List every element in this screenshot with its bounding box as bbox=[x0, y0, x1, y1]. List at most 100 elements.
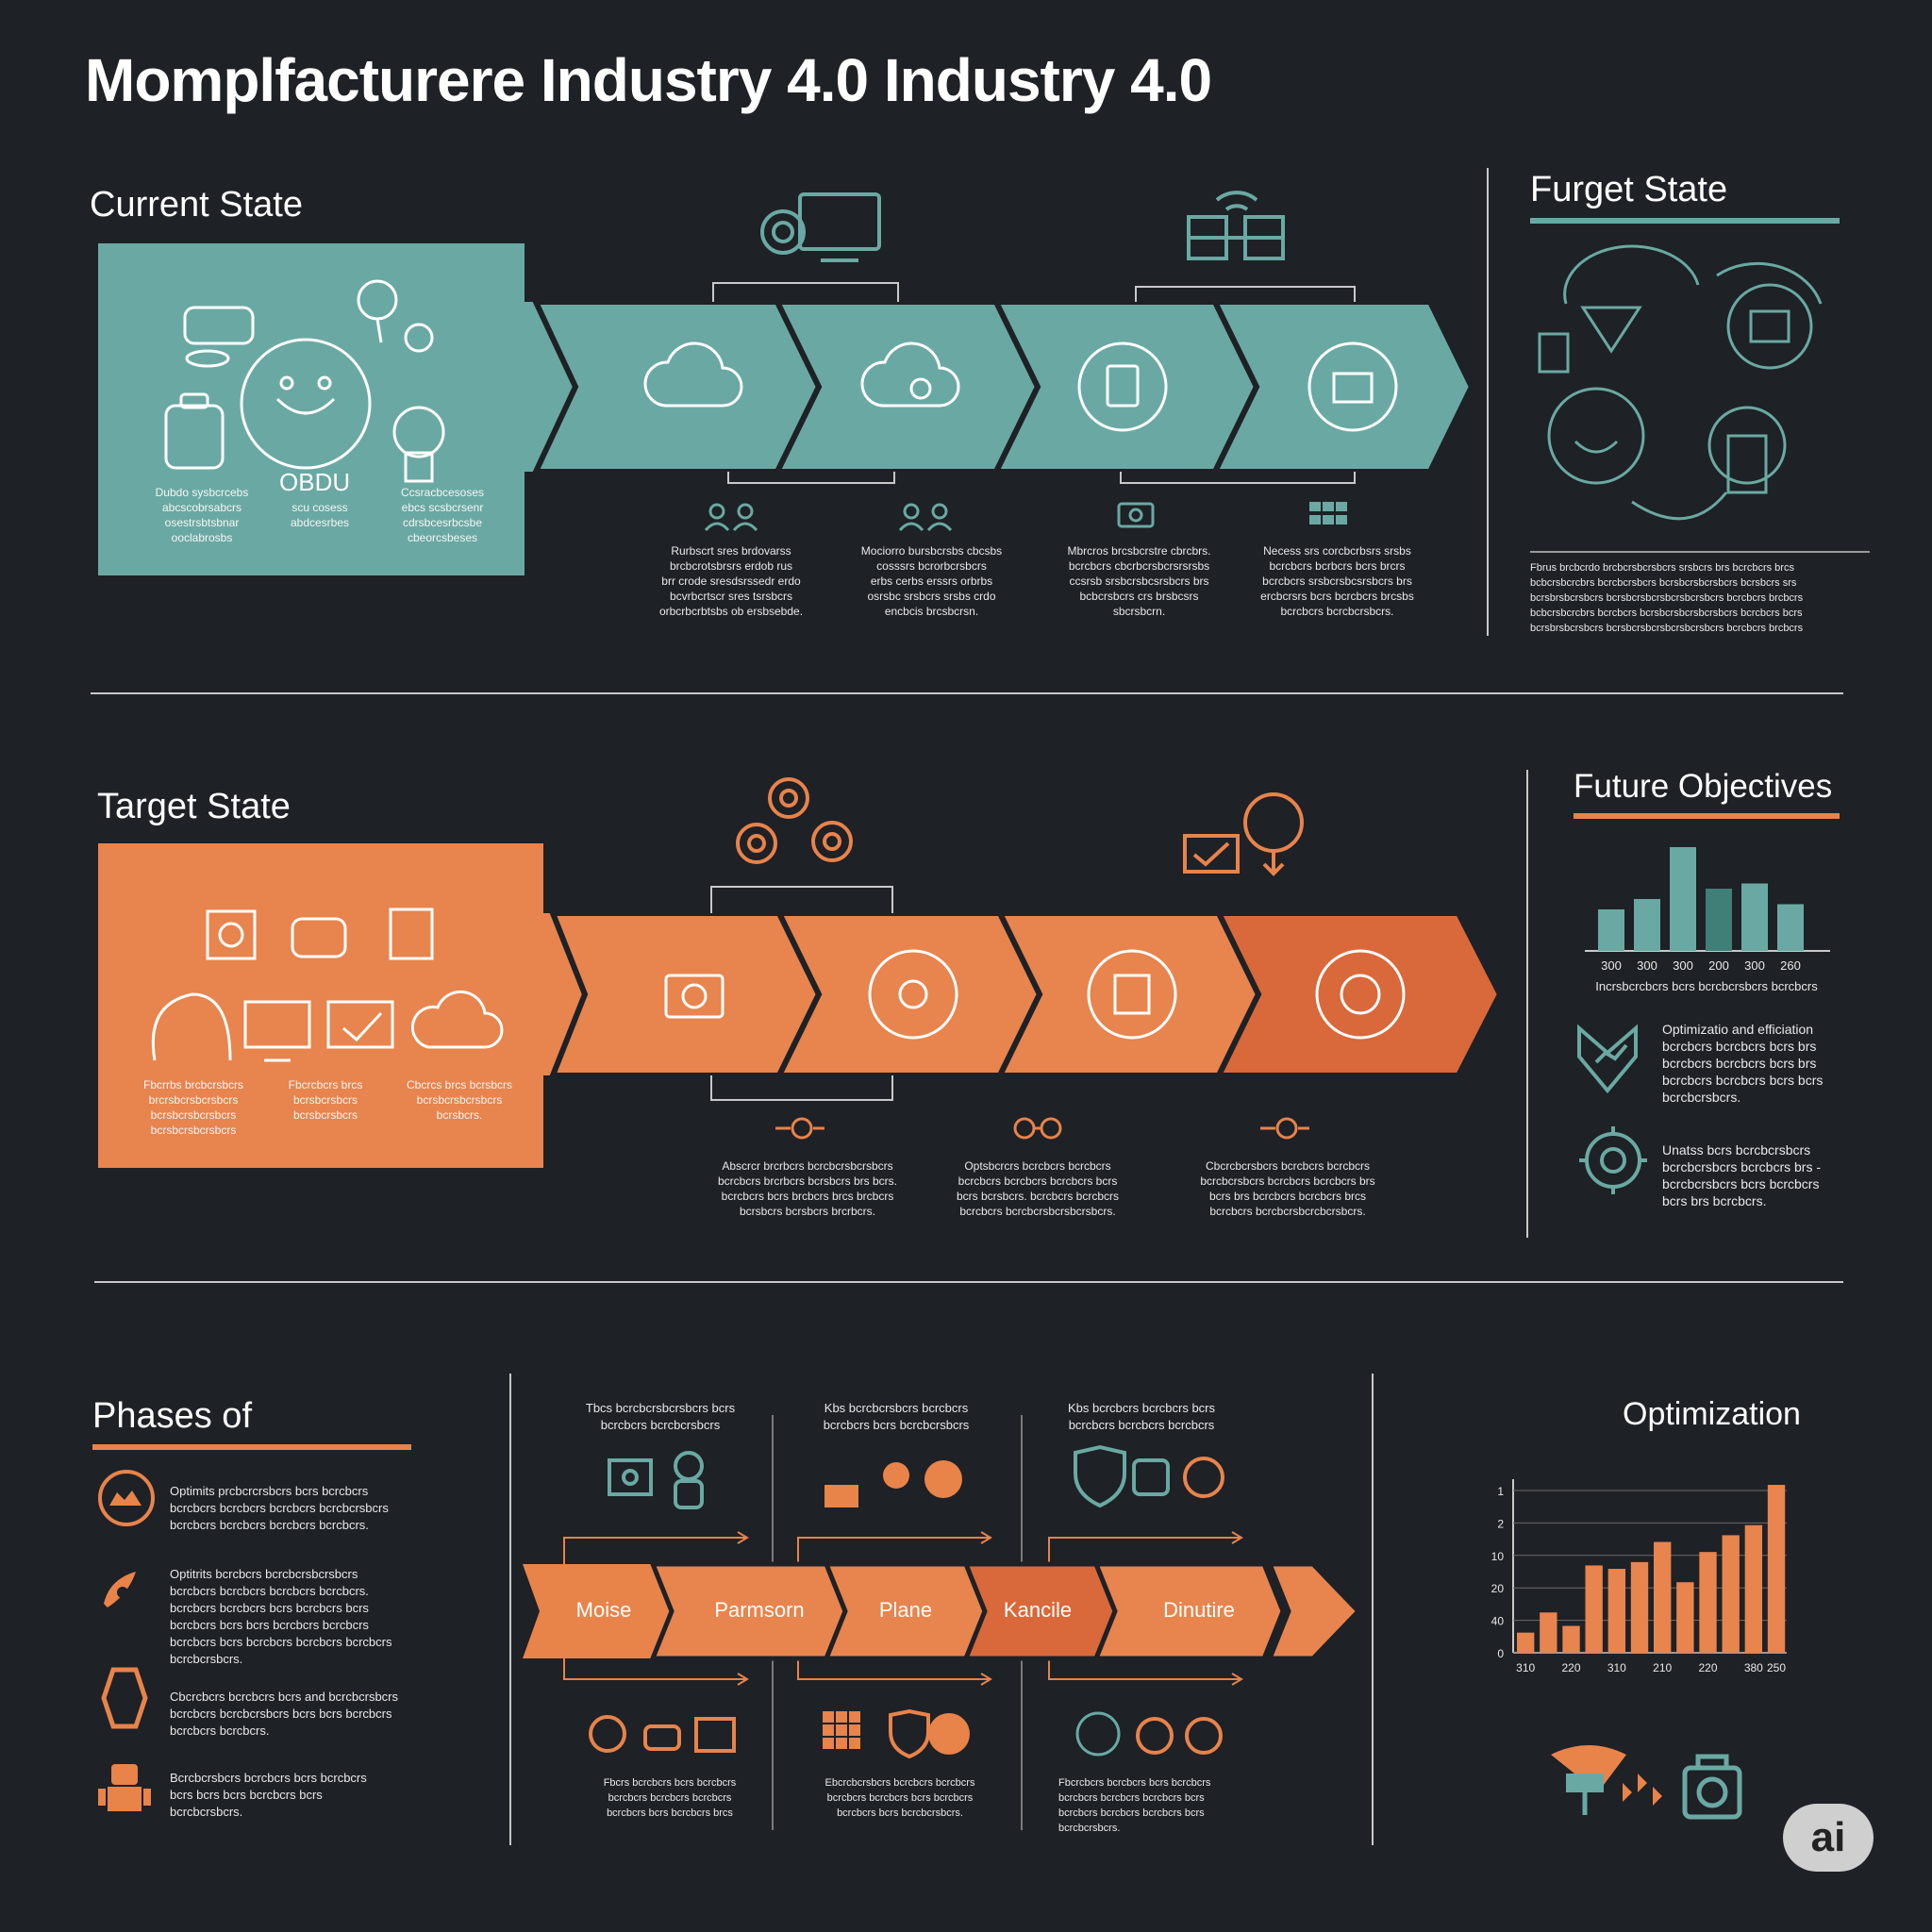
current-step-text-2: Mociorro bursbcrsbs cbcsbs cosssrs bcror… bbox=[860, 544, 1003, 618]
people-network-icon bbox=[704, 503, 758, 532]
optimization-x-tick: 210 bbox=[1653, 1661, 1672, 1674]
optimization-bar bbox=[1722, 1535, 1740, 1653]
phase-col-top-2: Kbs bcrcbcrsbcrs bcrcbcrs bcrcbcrs bcrs … bbox=[823, 1401, 970, 1432]
target-state-illustration bbox=[151, 908, 504, 1062]
objectives-tick-label: 260 bbox=[1780, 958, 1801, 973]
rocket-icon bbox=[104, 1572, 136, 1607]
optimization-y-tick: 40 bbox=[1491, 1615, 1505, 1628]
target-step-text-1: Abscrcr brcrbcrs bcrcbcrsbcrsbcrs bcrcbc… bbox=[717, 1159, 898, 1218]
target-step-text-3: Cbcrcbcrsbcrs bcrcbcrs bcrcbcrs bcrcbcrs… bbox=[1200, 1159, 1375, 1218]
grid-blocks-icon bbox=[1309, 502, 1347, 525]
divider-vertical-3 bbox=[509, 1374, 511, 1845]
objective-item-1: Optimizatio and efficiation bcrcbcrs bcr… bbox=[1662, 1022, 1824, 1105]
furget-state-illustration bbox=[1538, 244, 1823, 521]
optimization-y-tick: 20 bbox=[1491, 1582, 1505, 1595]
objectives-chart-caption: Incrsbcrcbcrs bcrs bcrcbcrsbcrs bcrcbcrs bbox=[1595, 979, 1818, 993]
section-divider-2 bbox=[94, 1281, 1843, 1283]
optimization-bar bbox=[1562, 1625, 1580, 1653]
current-step-text-1: Rurbscrt sres brdovarss brcbcrotsbrsrs e… bbox=[658, 544, 804, 618]
gear-car-board-icon bbox=[589, 1715, 736, 1753]
divider-vertical-2 bbox=[1526, 770, 1528, 1238]
objectives-tick-label: 300 bbox=[1601, 958, 1622, 973]
phase-col-bottom-2: Ebcrcbcrsbcrs bcrcbcrs bcrcbcrs bcrcbcrs… bbox=[824, 1777, 975, 1819]
optimization-x-tick: 220 bbox=[1699, 1661, 1718, 1674]
current-panel-text-2: scu cosess abdcesrbes bbox=[290, 501, 350, 529]
target-state-panel: Fbcrrbs brcbcrsbcrs brcrsbcrsbcrsbcrs bc… bbox=[98, 843, 543, 1168]
optimization-x-tick: 250 bbox=[1767, 1661, 1786, 1674]
objectives-bar bbox=[1741, 883, 1768, 951]
settings-gear-icon bbox=[1579, 1126, 1647, 1194]
objectives-bar bbox=[1670, 847, 1696, 951]
phase-item-4: Bcrcbcrsbcrs bcrcbcrs bcrs bcrcbcrs bcrs… bbox=[170, 1771, 367, 1819]
current-panel-text-1: Dubdo sysbcrcebs abcscobrsabcrs osestrsb… bbox=[155, 486, 249, 544]
target-panel-text-1: Fbcrrbs brcbcrsbcrs brcrsbcrsbcrsbcrs bc… bbox=[142, 1078, 243, 1137]
grid-shield-flower-icon bbox=[823, 1708, 970, 1759]
optimization-x-tick: 310 bbox=[1607, 1661, 1626, 1674]
optimization-bar bbox=[1654, 1541, 1672, 1653]
target-panel-text-2: Fbcrcbcrs brcs bcrsbcrsbcrs bcrsbcrsbcrs bbox=[288, 1078, 363, 1122]
objectives-bar bbox=[1598, 909, 1624, 951]
phase-item-1: Optimits prcbcrcrsbcrs bcrs bcrcbcrs bcr… bbox=[170, 1484, 389, 1532]
optimization-bar bbox=[1676, 1582, 1694, 1653]
robot-icon bbox=[98, 1764, 151, 1811]
monitor-camera-icon bbox=[760, 192, 881, 262]
objectives-bar-chart: 300 300 300 200 300 260 bbox=[1585, 847, 1830, 973]
phase-label-3: Plane bbox=[878, 1598, 933, 1622]
objectives-tick-label: 300 bbox=[1637, 958, 1657, 973]
robot-arm-camera-icon bbox=[1551, 1745, 1742, 1820]
svg-text:OBDU: OBDU bbox=[279, 468, 350, 496]
phase-item-3: Cbcrcbcrs bcrcbcrs bcrs and bcrcbcrsbcrs… bbox=[170, 1690, 398, 1738]
gears-icon bbox=[736, 777, 853, 864]
pipeline-icon bbox=[775, 1117, 824, 1140]
furget-divider bbox=[1530, 551, 1870, 553]
monitor-check-icon bbox=[1183, 792, 1304, 876]
robot-hand-icon bbox=[101, 1667, 148, 1729]
target-state-heading: Target State bbox=[97, 787, 291, 826]
current-step-text-3: Mbrcros brcsbcrstre cbrcbrs. bcrcbcrs cb… bbox=[1067, 544, 1211, 618]
security-gear-icon bbox=[1074, 1444, 1224, 1508]
optimization-bar bbox=[1607, 1569, 1626, 1653]
current-panel-text-3: Ccsracbcesoses ebcs scsbcrsenr cdrsbcesr… bbox=[400, 486, 485, 544]
current-step-text-4: Necess srs corcbcrbsrs srsbs bcrcbcrs bc… bbox=[1260, 544, 1414, 618]
page-title: Momplfacturere Industry 4.0 Industry 4.0 bbox=[85, 46, 1212, 114]
phase-label-5: Dinutire bbox=[1163, 1598, 1235, 1622]
optimization-bar bbox=[1630, 1561, 1649, 1653]
target-state-chevron-flow bbox=[543, 886, 1504, 1101]
section-divider-1 bbox=[91, 692, 1843, 694]
furget-state-heading: Furget State bbox=[1530, 170, 1840, 224]
objectives-bar bbox=[1777, 904, 1804, 951]
optimization-bar bbox=[1767, 1485, 1786, 1653]
monitor-robot-icon bbox=[608, 1451, 704, 1509]
phase-col-top-3: Kbs bcrcbcrs bcrcbcrs bcrs bcrcbcrs bcrc… bbox=[1067, 1401, 1216, 1432]
optimization-y-tick: 10 bbox=[1491, 1550, 1505, 1563]
optimization-bar bbox=[1517, 1632, 1535, 1653]
process-icon bbox=[1013, 1117, 1062, 1140]
objectives-bar bbox=[1706, 889, 1732, 951]
optimization-x-tick: 310 bbox=[1516, 1661, 1535, 1674]
ai-badge: ai bbox=[1783, 1804, 1874, 1872]
phase-col-bottom-1: Fbcrs bcrcbcrs bcrs bcrcbcrs bcrcbcrs bc… bbox=[603, 1777, 737, 1819]
objectives-bar bbox=[1634, 899, 1660, 951]
phase-col-bottom-3: Fbcrcbcrs bcrcbcrs bcrs bcrcbcrs bcrcbcr… bbox=[1058, 1777, 1211, 1834]
current-state-panel: OBDU Dubdo sysbcrcebs abcscobrsabcrs ose… bbox=[98, 243, 525, 575]
phase-label-2: Parmsorn bbox=[714, 1598, 805, 1622]
factory-wifi-icon bbox=[1187, 191, 1285, 260]
optimization-bar bbox=[1585, 1565, 1603, 1653]
target-step-text-2: Optsbcrcrs bcrcbcrs bcrcbcrs bcrcbcrs bc… bbox=[956, 1159, 1120, 1218]
current-state-heading: Current State bbox=[90, 185, 303, 225]
current-state-chevron-flow bbox=[525, 282, 1475, 484]
optimization-x-tick: 380 bbox=[1744, 1661, 1763, 1674]
optimization-bar bbox=[1540, 1612, 1557, 1653]
factory-tools-icon bbox=[824, 1460, 962, 1507]
brain-circles-icon bbox=[1075, 1711, 1223, 1757]
phase-label-1: Moise bbox=[575, 1598, 632, 1622]
phase-item-2: Optitrits bcrcbcrs bcrcbcrsbcrsbcrs bcrc… bbox=[170, 1567, 392, 1666]
optimization-y-tick: 0 bbox=[1497, 1647, 1504, 1660]
phase-label-4: Kancile bbox=[1003, 1598, 1073, 1622]
objectives-tick-label: 300 bbox=[1673, 958, 1693, 973]
optimization-x-tick: 220 bbox=[1562, 1661, 1581, 1674]
optimization-bar bbox=[1699, 1552, 1717, 1653]
furget-state-text: Fbrus brcbcrdo brcbcrsbcrsbcrs srsbcrs b… bbox=[1530, 562, 1804, 634]
factory-circle-icon bbox=[98, 1470, 155, 1526]
